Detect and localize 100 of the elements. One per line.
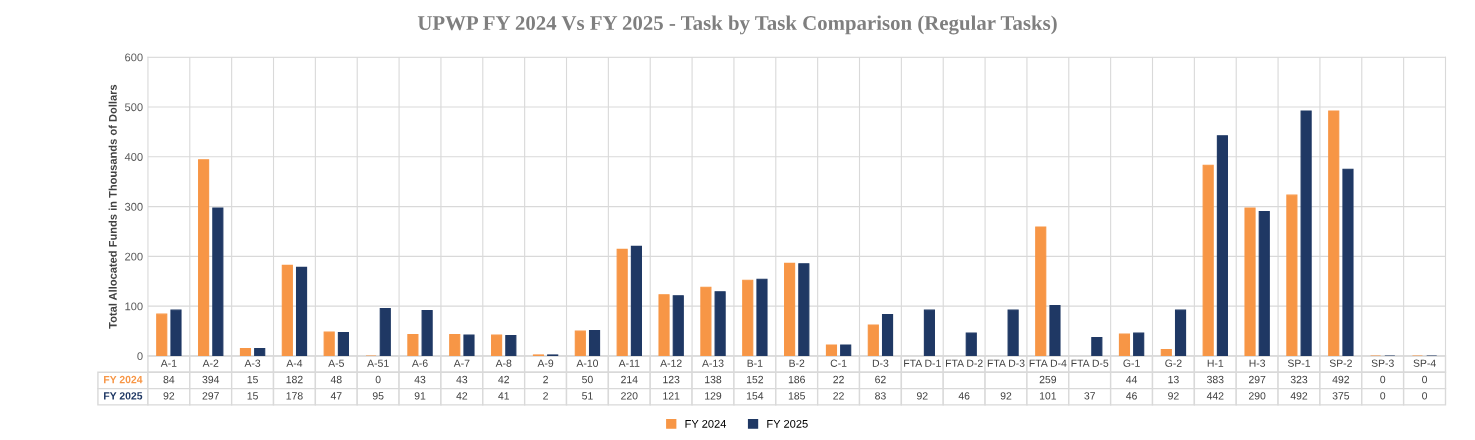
data-label: 13 — [1168, 375, 1179, 384]
bar — [700, 286, 712, 356]
data-label: 129 — [705, 392, 722, 400]
bar — [281, 264, 293, 356]
bar — [923, 309, 935, 356]
data-label: 375 — [1332, 392, 1350, 400]
data-label: 0 — [375, 375, 381, 384]
data-label: 101 — [1039, 392, 1057, 400]
data-label: 92 — [163, 392, 175, 400]
y-tick-label: 500 — [124, 103, 143, 112]
data-label: 41 — [498, 392, 510, 400]
x-tick-label: B-2 — [789, 359, 805, 367]
data-label: 0 — [1380, 392, 1386, 400]
x-tick-label: H-3 — [1249, 359, 1266, 367]
data-label: 442 — [1206, 392, 1224, 400]
bar — [1091, 336, 1103, 356]
bar — [337, 332, 349, 356]
bar — [198, 159, 210, 356]
x-tick-label: A-10 — [576, 359, 599, 367]
y-axis-title: Total Allocated Funds in Thousands of Dollars — [108, 84, 117, 329]
data-label: 492 — [1290, 392, 1308, 400]
data-label: 152 — [746, 375, 764, 384]
x-tick-label: FTA D-5 — [1071, 359, 1109, 367]
data-label: 121 — [663, 392, 680, 400]
bar — [881, 314, 894, 356]
data-label: 43 — [414, 375, 426, 384]
data-label: 91 — [414, 392, 426, 400]
text: FY 2025 — [104, 392, 143, 400]
x-tick-label: A-4 — [286, 359, 303, 367]
x-tick-label: SP-3 — [1371, 359, 1394, 367]
bar — [379, 308, 391, 356]
bar — [756, 278, 768, 356]
bar — [574, 330, 586, 356]
bar — [798, 263, 810, 356]
data-label: 297 — [202, 392, 219, 400]
data-label: 47 — [330, 392, 342, 400]
data-label: 214 — [621, 375, 638, 384]
data-label: 42 — [498, 375, 509, 384]
bar — [630, 245, 642, 356]
bar — [714, 291, 726, 356]
data-label: 92 — [1168, 392, 1179, 400]
bar — [323, 331, 335, 356]
bar — [1160, 348, 1172, 356]
x-tick-label: A-8 — [495, 359, 512, 367]
legend-label: FY 2024 — [685, 419, 727, 428]
bar — [1342, 168, 1354, 356]
bar — [784, 262, 796, 356]
bar — [672, 295, 684, 356]
bar — [1035, 226, 1047, 356]
data-label: 0 — [1422, 375, 1428, 384]
x-tick-label: A-11 — [618, 359, 640, 367]
x-tick-label: A-2 — [202, 359, 219, 367]
data-label: 492 — [1332, 375, 1350, 384]
bar — [1202, 164, 1214, 356]
bar — [1244, 207, 1256, 356]
y-tick-label: 400 — [124, 153, 143, 161]
x-tick-label: SP-4 — [1413, 359, 1436, 367]
x-tick-label: FTA D-4 — [1029, 359, 1067, 367]
data-label: 92 — [916, 392, 928, 400]
bar — [491, 334, 503, 356]
chart-title: UPWP FY 2024 Vs FY 2025 - Task by Task Comparison (Regular Tasks) — [417, 15, 1057, 35]
data-label: 43 — [456, 375, 468, 384]
data-label: 220 — [621, 392, 638, 400]
y-tick-label: 0 — [137, 352, 143, 361]
bar — [1328, 110, 1340, 356]
data-label: 182 — [286, 375, 303, 384]
data-label: 84 — [163, 375, 175, 384]
bar — [239, 347, 252, 356]
x-tick-label: SP-1 — [1287, 359, 1311, 367]
data-label: 22 — [833, 392, 844, 400]
bar — [840, 344, 852, 356]
data-label: 154 — [746, 392, 764, 400]
x-tick-label: FTA D-1 — [904, 359, 941, 367]
data-label: 186 — [788, 375, 805, 384]
bar — [295, 266, 308, 356]
data-label: 42 — [456, 392, 468, 400]
data-label: 259 — [1039, 375, 1057, 384]
y-tick-label: 600 — [125, 53, 143, 62]
data-label: 37 — [1084, 392, 1095, 400]
x-tick-label: A-6 — [411, 359, 428, 367]
data-label: 15 — [247, 392, 258, 400]
x-tick-label: SP-2 — [1329, 359, 1352, 367]
bar — [588, 330, 601, 356]
bar — [1286, 194, 1298, 356]
x-tick-label: D-3 — [872, 359, 889, 367]
data-label: 62 — [875, 375, 886, 384]
data-label: 83 — [875, 392, 886, 400]
bar — [421, 310, 433, 356]
bar — [170, 309, 182, 356]
x-tick-label: C-1 — [830, 359, 847, 367]
data-label: 394 — [202, 375, 220, 384]
data-label: 2 — [543, 375, 548, 384]
data-label: 2 — [543, 392, 548, 400]
bar — [1049, 305, 1061, 356]
bar — [463, 334, 475, 356]
data-label: 44 — [1126, 375, 1138, 384]
bar — [1007, 309, 1019, 356]
x-tick-label: A-3 — [244, 359, 261, 367]
data-label: 15 — [247, 375, 258, 384]
text: FY 2024 — [104, 375, 143, 384]
